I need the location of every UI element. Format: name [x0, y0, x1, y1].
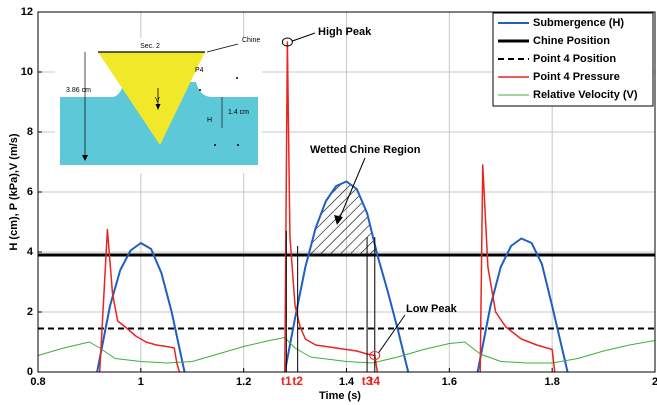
series-line [96, 180, 569, 373]
annotation-arrow [378, 314, 406, 353]
annotation-arrow [337, 157, 366, 223]
x-tick-label: 2 [652, 376, 657, 388]
peak-circle [281, 37, 293, 47]
y-tick-label: 10 [21, 66, 33, 78]
arrow-head [155, 104, 161, 110]
annotation: High Peak [318, 26, 372, 38]
inset-label: H [207, 117, 212, 124]
annotation-arrow [292, 32, 316, 42]
plot-area [37, 41, 656, 373]
x-tick-label: 1.8 [545, 376, 560, 388]
legend-label: Relative Velocity (V) [533, 89, 638, 101]
inset-label: 1.4 cm [228, 109, 249, 116]
y-tick-label: 8 [27, 126, 33, 138]
time-marker-label: t1 [281, 374, 292, 388]
y-tick-label: 6 [27, 186, 33, 198]
legend-label: Point 4 Position [533, 53, 616, 65]
wetted-region [308, 181, 378, 255]
x-axis-label: Time (s) [319, 390, 361, 402]
dot [214, 144, 216, 146]
arrow-head [334, 215, 343, 225]
y-tick-label: 0 [27, 366, 33, 378]
annotation: Low Peak [406, 303, 458, 315]
inset-label: Chine [242, 37, 260, 44]
series-line [98, 41, 556, 373]
y-tick-label: 4 [27, 246, 34, 258]
dot [236, 77, 238, 79]
inset-label: Sec. 2 [140, 43, 160, 50]
series-line [37, 337, 656, 364]
inset-label: 3.86 cm [66, 87, 91, 94]
peak-circle [369, 351, 381, 360]
y-axis-label: H (cm), P (kPa),V (m/s) [8, 133, 20, 250]
legend-label: Point 4 Pressure [533, 71, 620, 83]
inset-label: P4 [195, 67, 204, 74]
time-marker-label: t4 [369, 374, 380, 388]
legend-label: Submergence (H) [533, 17, 624, 29]
legend-label: Chine Position [533, 35, 610, 47]
arrow-head [82, 155, 88, 161]
annotation: Wetted Chine Region [310, 144, 421, 156]
inset-label: V [155, 97, 160, 104]
wedge [98, 52, 205, 145]
y-tick-label: 12 [21, 6, 33, 18]
legend: Submergence (H) Chine Position Point 4 Pos… [492, 12, 654, 107]
time-marker-label: t2 [292, 374, 303, 388]
inset-diagram: Sec. 2 Chine P4 V H 3.86 cm 1.4 cm [55, 37, 262, 173]
time-marker-label: t3 [362, 374, 373, 388]
chine-arrow [206, 43, 239, 53]
x-tick-label: 0.8 [30, 376, 45, 388]
x-tick-label: 1 [138, 376, 144, 388]
x-tick-label: 1.2 [236, 376, 251, 388]
x-tick-label: 1.6 [442, 376, 457, 388]
dot [237, 144, 239, 146]
x-tick-label: 1.4 [339, 376, 355, 388]
dot [199, 89, 201, 91]
y-tick-label: 2 [27, 306, 33, 318]
